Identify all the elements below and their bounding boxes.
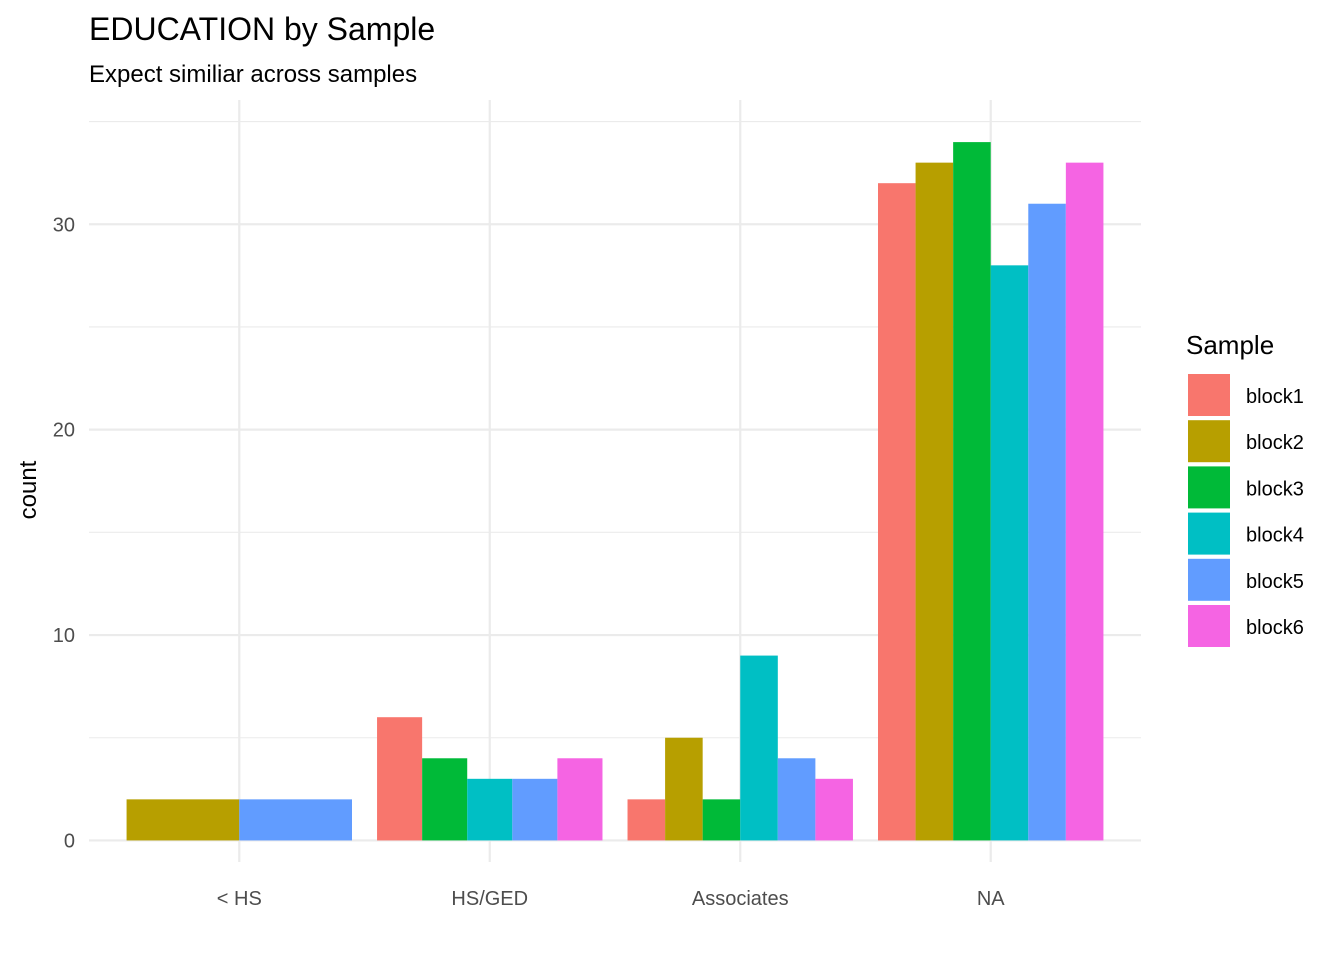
bar-block3-1: [422, 758, 468, 841]
legend-label-block2: block2: [1246, 432, 1304, 454]
bar-block5-1: [512, 778, 558, 841]
x-axis-ticks: < HS HS/GED Associates NA: [217, 888, 1005, 910]
bar-block6-1: [557, 758, 603, 841]
bar-block1-2: [627, 799, 666, 841]
bar-block2-3: [915, 162, 954, 841]
bar-block4-2: [740, 655, 778, 841]
chart-title: EDUCATION by Sample: [89, 11, 435, 47]
legend-swatch-block5: [1188, 558, 1230, 601]
bar-block3-3: [953, 142, 991, 841]
y-tick-label: 10: [53, 625, 75, 647]
bar-block6-2: [815, 778, 853, 841]
bar-block1-3: [878, 183, 916, 841]
y-tick-label: 20: [53, 420, 75, 442]
bar-block3-2: [702, 799, 741, 841]
y-tick-label: 30: [53, 214, 75, 236]
x-tick-label: < HS: [217, 888, 262, 910]
legend-swatch-block4: [1188, 512, 1230, 555]
y-axis-title: count: [15, 460, 42, 519]
legend-swatch-block6: [1188, 605, 1230, 647]
legend-label-block3: block3: [1246, 478, 1304, 500]
legend-label-block4: block4: [1246, 525, 1304, 547]
bar-block4-3: [990, 265, 1029, 841]
legend-label-block5: block5: [1246, 571, 1304, 593]
chart-subtitle: Expect similiar across samples: [89, 61, 417, 88]
legend-swatch-block1: [1188, 374, 1230, 416]
legend-swatch-block3: [1188, 466, 1230, 509]
legend-label-block6: block6: [1246, 617, 1304, 639]
x-tick-label: Associates: [692, 888, 789, 910]
legend-label-block1: block1: [1246, 386, 1304, 408]
legend-swatch-block2: [1188, 420, 1230, 463]
x-tick-label: NA: [977, 888, 1005, 910]
bar-block5-3: [1028, 203, 1066, 841]
bar-block1-1: [377, 717, 423, 841]
bar-block6-3: [1065, 162, 1104, 841]
bar-block5-2: [777, 758, 816, 841]
bar-block2-0: [126, 799, 240, 841]
bar-block2-2: [665, 737, 703, 841]
legend-title: Sample: [1186, 330, 1274, 360]
y-tick-label: 0: [64, 830, 75, 852]
legend: Sample block1 block2 block3 block4 block5 blo…: [1186, 330, 1304, 647]
x-tick-label: HS/GED: [451, 888, 528, 910]
bar-block5-0: [239, 799, 352, 841]
y-axis-ticks: 0 10 20 30: [53, 214, 75, 852]
bar-block4-1: [467, 778, 513, 841]
bars: [126, 142, 1104, 841]
